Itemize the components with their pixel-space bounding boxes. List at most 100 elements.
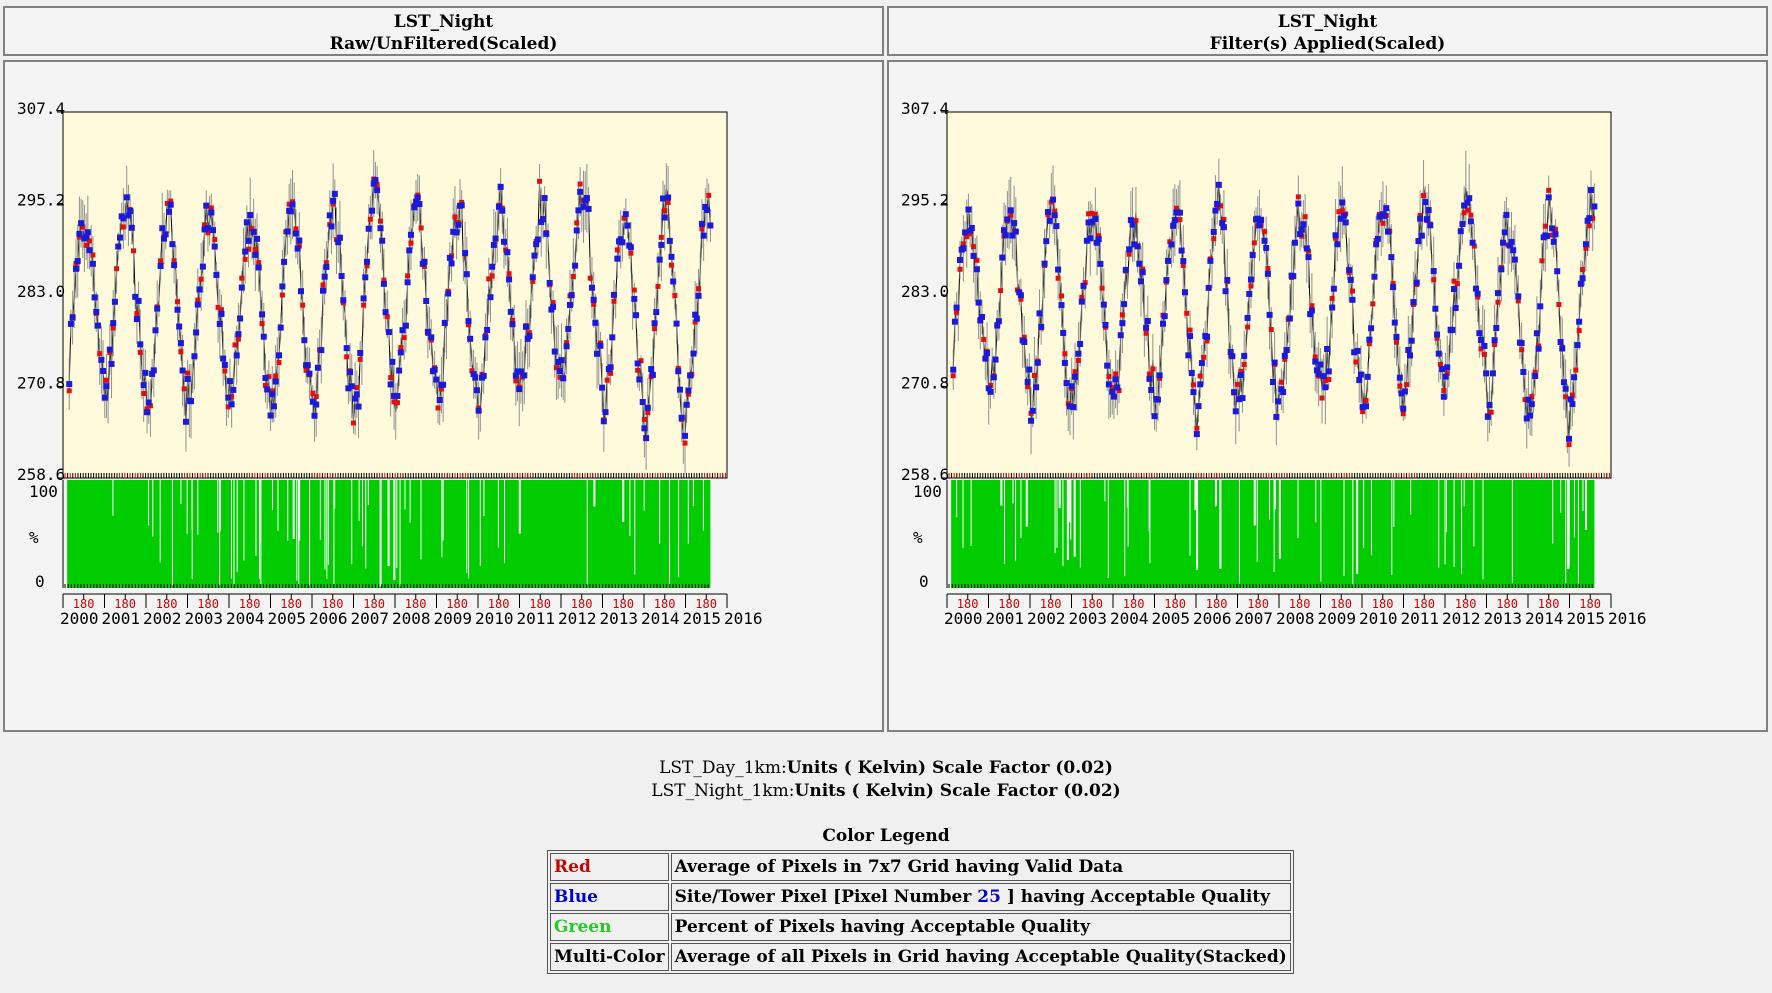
green-gap: [1565, 480, 1567, 584]
blue-point: [1102, 321, 1109, 328]
blue-point: [492, 235, 499, 242]
red-point: [1363, 397, 1369, 403]
green-gap: [962, 480, 964, 549]
doy-label: 180: [612, 597, 634, 611]
red-point: [87, 238, 93, 244]
x-tick-label: 2010: [1359, 609, 1398, 628]
blue-point: [1324, 345, 1331, 352]
blue-series-group: [66, 177, 714, 442]
y-tick-label: 270.8: [17, 374, 65, 393]
y-tick-label: 295.2: [17, 191, 65, 210]
red-point: [367, 216, 373, 222]
blue-point: [1061, 359, 1068, 366]
legend-key-red: Red: [550, 853, 669, 881]
doy-label: 180: [654, 597, 676, 611]
red-point: [1302, 214, 1308, 220]
blue-point: [1528, 401, 1535, 408]
minor-ticks-group: [948, 473, 1610, 588]
blue-point: [279, 283, 286, 290]
red-point: [384, 314, 390, 320]
blue-point: [504, 249, 511, 256]
red-point: [131, 248, 137, 254]
red-point: [1157, 375, 1163, 381]
red-point: [452, 214, 458, 220]
blue-point: [1381, 212, 1388, 219]
blue-point: [1139, 269, 1146, 276]
blue-point: [1425, 207, 1432, 214]
blue-point: [956, 256, 963, 263]
red-point: [1404, 382, 1410, 388]
red-point: [1444, 370, 1450, 376]
green-gap: [292, 480, 295, 539]
green-gap: [1004, 480, 1006, 564]
red-point: [699, 226, 705, 232]
green-gap: [1363, 480, 1365, 548]
blue-point: [328, 223, 335, 230]
blue-point: [1210, 228, 1217, 235]
blue-point: [1136, 260, 1143, 267]
blue-point: [204, 225, 211, 232]
blue-point: [157, 262, 164, 269]
red-point: [1583, 245, 1589, 251]
doy-label: 180: [1330, 597, 1352, 611]
blue-point: [643, 435, 650, 442]
red-point: [1309, 303, 1315, 309]
green-gap: [1056, 480, 1058, 548]
red-point: [1529, 394, 1535, 400]
green-gap: [643, 480, 645, 511]
green-gap: [1560, 480, 1562, 513]
red-point: [1113, 371, 1119, 377]
green-gap: [277, 480, 279, 531]
green-gap: [365, 480, 367, 569]
red-point: [1468, 212, 1474, 218]
red-point: [435, 405, 441, 411]
blue-point: [424, 328, 431, 335]
green-gap: [1189, 480, 1191, 556]
pct-unit-label: %: [29, 528, 39, 547]
blue-point: [558, 357, 565, 364]
blue-point: [1535, 345, 1542, 352]
blue-point: [382, 309, 389, 316]
doy-label: 180: [695, 597, 717, 611]
blue-point: [167, 201, 174, 208]
red-point: [1495, 299, 1501, 305]
blue-point: [94, 322, 101, 329]
blue-point: [1026, 366, 1033, 373]
red-point: [1475, 294, 1481, 300]
blue-point: [1388, 254, 1395, 261]
blue-point: [1406, 352, 1413, 359]
blue-point: [660, 195, 667, 202]
legend-row-green: Green Percent of Pixels having Acceptabl…: [550, 913, 1291, 941]
blue-point: [335, 239, 342, 246]
green-gap: [1438, 480, 1440, 568]
red-point: [388, 375, 394, 381]
blue-point: [1498, 266, 1505, 273]
blue-point: [1266, 311, 1273, 318]
blue-point: [575, 207, 582, 214]
green-percent-group: [951, 480, 1595, 588]
red-point: [330, 201, 336, 207]
blue-point: [1087, 235, 1094, 242]
blue-point: [1171, 217, 1178, 224]
blue-point: [1312, 358, 1319, 365]
blue-point: [1332, 232, 1339, 239]
blue-point: [1156, 372, 1163, 379]
x-tick-label: 2004: [1110, 609, 1149, 628]
blue-point: [1281, 352, 1288, 359]
red-point: [222, 368, 228, 374]
blue-point: [1576, 318, 1583, 325]
plot-group: 307.4295.2283.0270.8258.6100%02000180200…: [901, 99, 1647, 628]
blue-point: [108, 360, 115, 367]
green-gap: [678, 480, 680, 578]
blue-point: [1489, 370, 1496, 377]
blue-point: [1569, 400, 1576, 407]
blue-point: [1214, 200, 1221, 207]
blue-point: [977, 317, 984, 324]
red-point: [1515, 298, 1521, 304]
green-gap: [260, 480, 262, 543]
blue-point: [89, 260, 96, 267]
blue-point: [1525, 396, 1532, 403]
green-gap: [1012, 480, 1014, 504]
red-point: [1471, 243, 1477, 249]
blue-point: [453, 229, 460, 236]
